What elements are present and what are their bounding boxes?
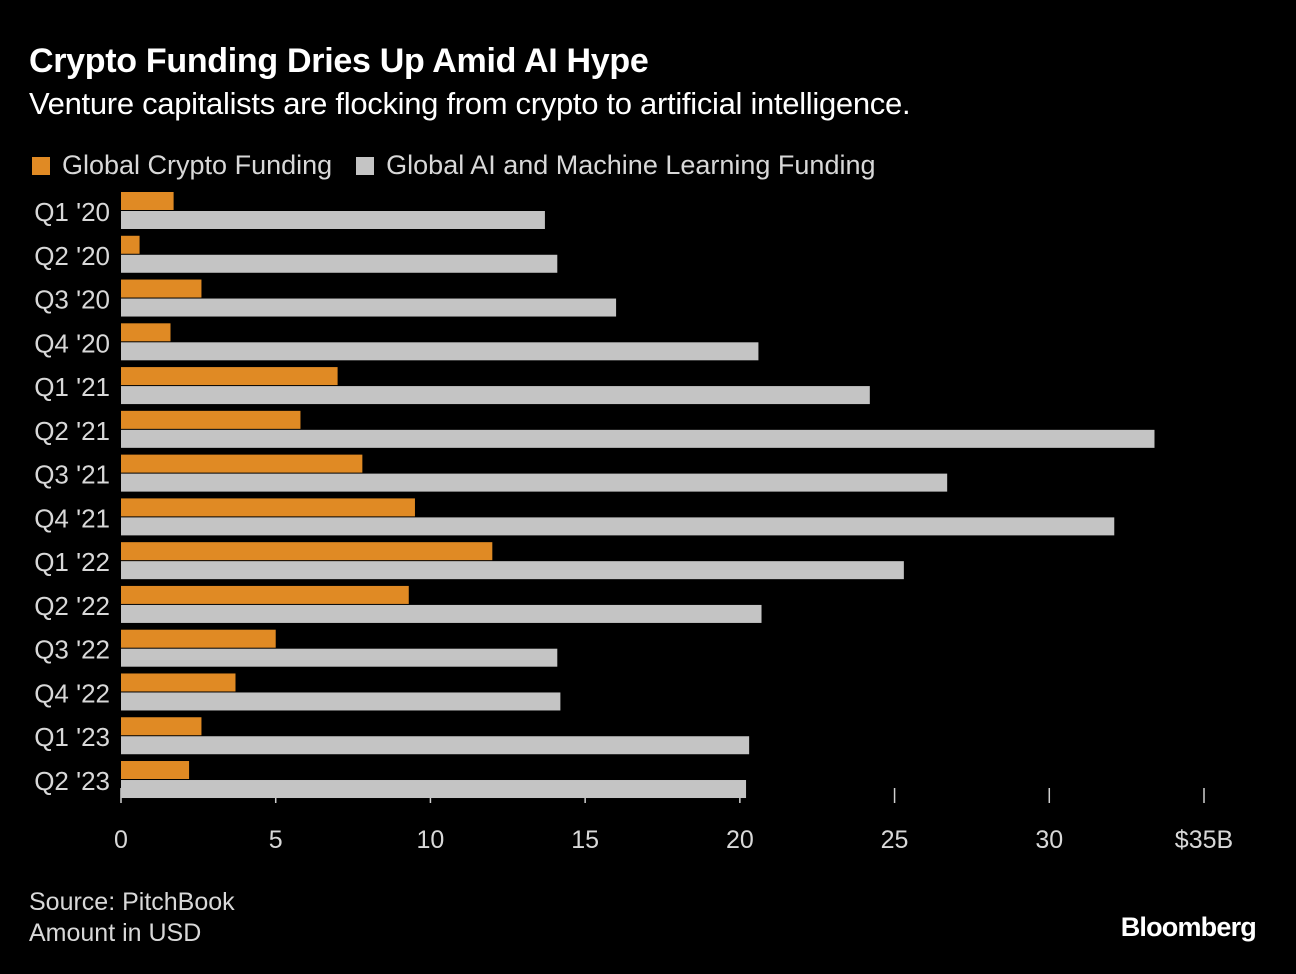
chart-subtitle: Venture capitalists are flocking from cr… — [29, 86, 911, 121]
crypto-funding-bar — [121, 761, 190, 780]
ai-funding-bar — [121, 429, 1155, 448]
crypto-funding-bar — [121, 323, 171, 342]
units-note: Amount in USD — [29, 919, 202, 947]
crypto-funding-bar — [121, 192, 174, 210]
crypto-funding-bar — [121, 367, 338, 386]
ai-funding-bar — [121, 648, 558, 667]
source-note: Source: PitchBook — [29, 888, 235, 916]
category-label: Q3 '22 — [34, 635, 110, 665]
legend-label-crypto: Global Crypto Funding — [62, 150, 333, 180]
x-tick-label: 0 — [114, 826, 128, 854]
category-label: Q4 '22 — [34, 678, 110, 708]
crypto-funding-bar — [121, 279, 202, 298]
legend-swatch-crypto — [32, 156, 50, 175]
crypto-funding-bar — [121, 454, 363, 473]
ai-funding-bar — [121, 561, 904, 580]
category-label: Q2 '22 — [34, 591, 110, 621]
x-tick-label: 25 — [881, 826, 909, 854]
legend: Global Crypto Funding Global AI and Mach… — [32, 150, 900, 181]
ai-funding-bar — [121, 604, 762, 623]
ai-funding-bar — [121, 517, 1115, 536]
ai-funding-bar — [121, 736, 750, 755]
category-label: Q3 '20 — [34, 285, 110, 315]
category-label: Q4 '20 — [34, 328, 110, 358]
ai-funding-bar — [121, 298, 617, 317]
category-label: Q2 '21 — [34, 416, 110, 446]
bloomberg-logo: Bloomberg — [1120, 912, 1257, 942]
crypto-funding-bar — [121, 629, 276, 648]
crypto-funding-bar — [121, 717, 202, 736]
crypto-funding-bar — [121, 410, 301, 429]
crypto-funding-bar — [121, 235, 140, 254]
x-tick-label: 5 — [269, 826, 283, 854]
legend-item-crypto: Global Crypto Funding — [32, 150, 332, 181]
crypto-funding-bar — [121, 673, 236, 692]
category-label: Q3 '21 — [34, 460, 110, 490]
category-label: Q2 '20 — [34, 241, 110, 271]
ai-funding-bar — [121, 473, 948, 492]
x-tick-label: $35B — [1175, 826, 1233, 854]
crypto-funding-bar — [121, 498, 415, 517]
legend-swatch-ai — [356, 156, 375, 175]
ai-funding-bar — [121, 780, 747, 799]
x-tick-label: 30 — [1035, 826, 1063, 854]
category-label: Q4 '21 — [34, 503, 110, 533]
legend-item-ai: Global AI and Machine Learning Funding — [356, 150, 876, 181]
crypto-funding-bar — [121, 585, 409, 604]
category-label: Q1 '20 — [34, 197, 110, 227]
legend-label-ai: Global AI and Machine Learning Funding — [386, 150, 876, 180]
x-tick-label: 20 — [726, 826, 754, 854]
chart-title: Crypto Funding Dries Up Amid AI Hype — [29, 42, 649, 80]
category-label: Q1 '23 — [34, 722, 110, 752]
ai-funding-bar — [121, 254, 558, 273]
category-label: Q2 '23 — [34, 766, 110, 796]
ai-funding-bar — [121, 386, 870, 405]
ai-funding-bar — [121, 211, 545, 229]
category-label: Q1 '22 — [34, 547, 110, 577]
ai-funding-bar — [121, 692, 561, 711]
crypto-funding-bar — [121, 542, 493, 561]
x-tick-label: 10 — [417, 826, 445, 854]
x-tick-label: 15 — [571, 826, 599, 854]
ai-funding-bar — [121, 342, 759, 361]
category-label: Q1 '21 — [34, 372, 110, 402]
